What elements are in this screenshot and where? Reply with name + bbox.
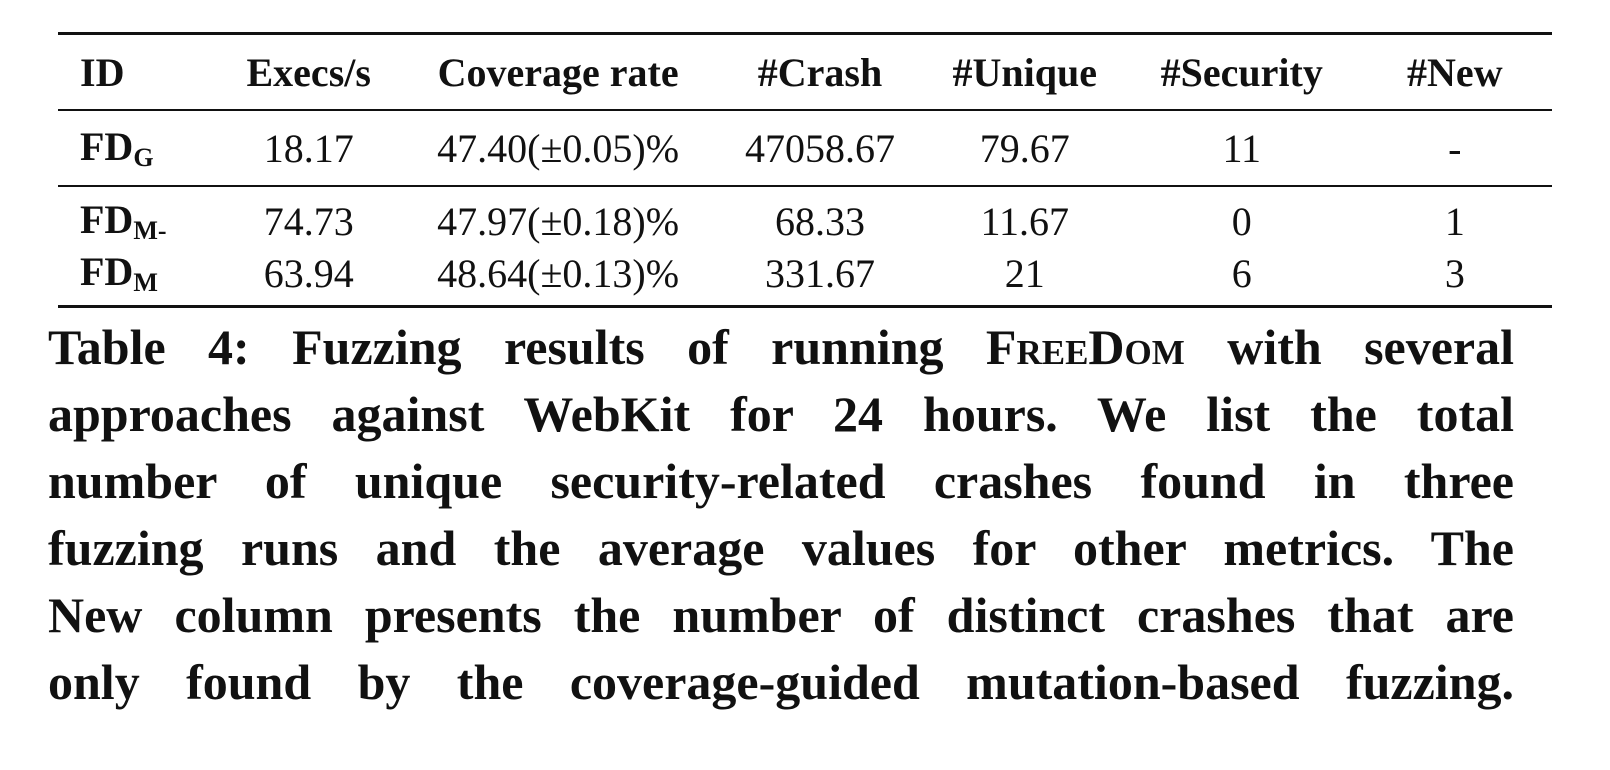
table-row: FDM- 74.73 47.97(±0.18)% 68.33 11.67 0 1 <box>58 186 1552 247</box>
cell-unique: 11.67 <box>980 198 1070 244</box>
cell-new: - <box>1357 110 1552 187</box>
row-id: FDG <box>58 110 218 187</box>
caption-line: fuzzing runs and the average values for … <box>48 520 1514 576</box>
cell-crash: 331.67 <box>716 247 924 308</box>
cell-execs: 63.94 <box>217 247 400 308</box>
table-caption: Table 4: Fuzzing results of running Free… <box>48 314 1514 716</box>
cell-unique: 21 <box>923 247 1126 308</box>
results-table-container: ID Execs/s Coverage rate #Crash #Unique … <box>58 32 1552 308</box>
cell-unique: 79.67 <box>923 110 1126 187</box>
caption-text: Table 4: Fuzzing results of running <box>48 319 986 375</box>
row-id-main: FD <box>80 249 134 294</box>
header-unique: #Unique <box>923 32 1126 111</box>
table-row: FDG 18.17 47.40(±0.05)% 47058.67 79.67 1… <box>58 110 1552 187</box>
caption-line: number of unique security-related crashe… <box>48 453 1514 509</box>
caption-line: New column presents the number of distin… <box>48 587 1514 643</box>
caption-line: Table 4: Fuzzing results of running Free… <box>48 314 1514 381</box>
cell-new: 1 <box>1444 198 1465 244</box>
header-id: ID <box>58 32 218 111</box>
cell-new: 3 <box>1357 247 1552 308</box>
caption-line: approaches against WebKit for 24 hours. … <box>48 386 1514 442</box>
header-crash: #Crash <box>716 32 924 111</box>
table-header-row: ID Execs/s Coverage rate #Crash #Unique … <box>58 32 1552 111</box>
caption-line: only found by the coverage-guided mutati… <box>48 654 1514 710</box>
cell-coverage: 47.97(±0.18)% <box>437 198 680 244</box>
caption-text: with several <box>1184 319 1515 375</box>
cell-crash: 68.33 <box>774 198 865 244</box>
row-id: FDM- <box>58 186 218 247</box>
row-id-sub: G <box>133 143 154 172</box>
cell-security: 0 <box>1231 198 1252 244</box>
row-id-main: FD <box>80 124 134 169</box>
row-id-sub: M <box>133 268 158 297</box>
cell-security: 11 <box>1125 110 1358 187</box>
header-coverage-rate: Coverage rate <box>399 32 717 111</box>
row-id: FDM <box>58 247 218 308</box>
header-new: #New <box>1357 32 1552 111</box>
cell-execs: 74.73 <box>263 198 354 244</box>
results-table: ID Execs/s Coverage rate #Crash #Unique … <box>58 32 1552 308</box>
cell-coverage: 48.64(±0.13)% <box>399 247 717 308</box>
table-row: FDM 63.94 48.64(±0.13)% 331.67 21 6 3 <box>58 247 1552 308</box>
cell-execs: 18.17 <box>217 110 400 187</box>
header-security: #Security <box>1125 32 1358 111</box>
header-execs: Execs/s <box>217 32 400 111</box>
cell-crash: 47058.67 <box>716 110 924 187</box>
system-name: FreeDom <box>985 319 1185 375</box>
row-id-sub: M- <box>133 216 167 245</box>
row-id-main: FD <box>80 197 134 242</box>
cell-coverage: 47.40(±0.05)% <box>399 110 717 187</box>
cell-security: 6 <box>1125 247 1358 308</box>
